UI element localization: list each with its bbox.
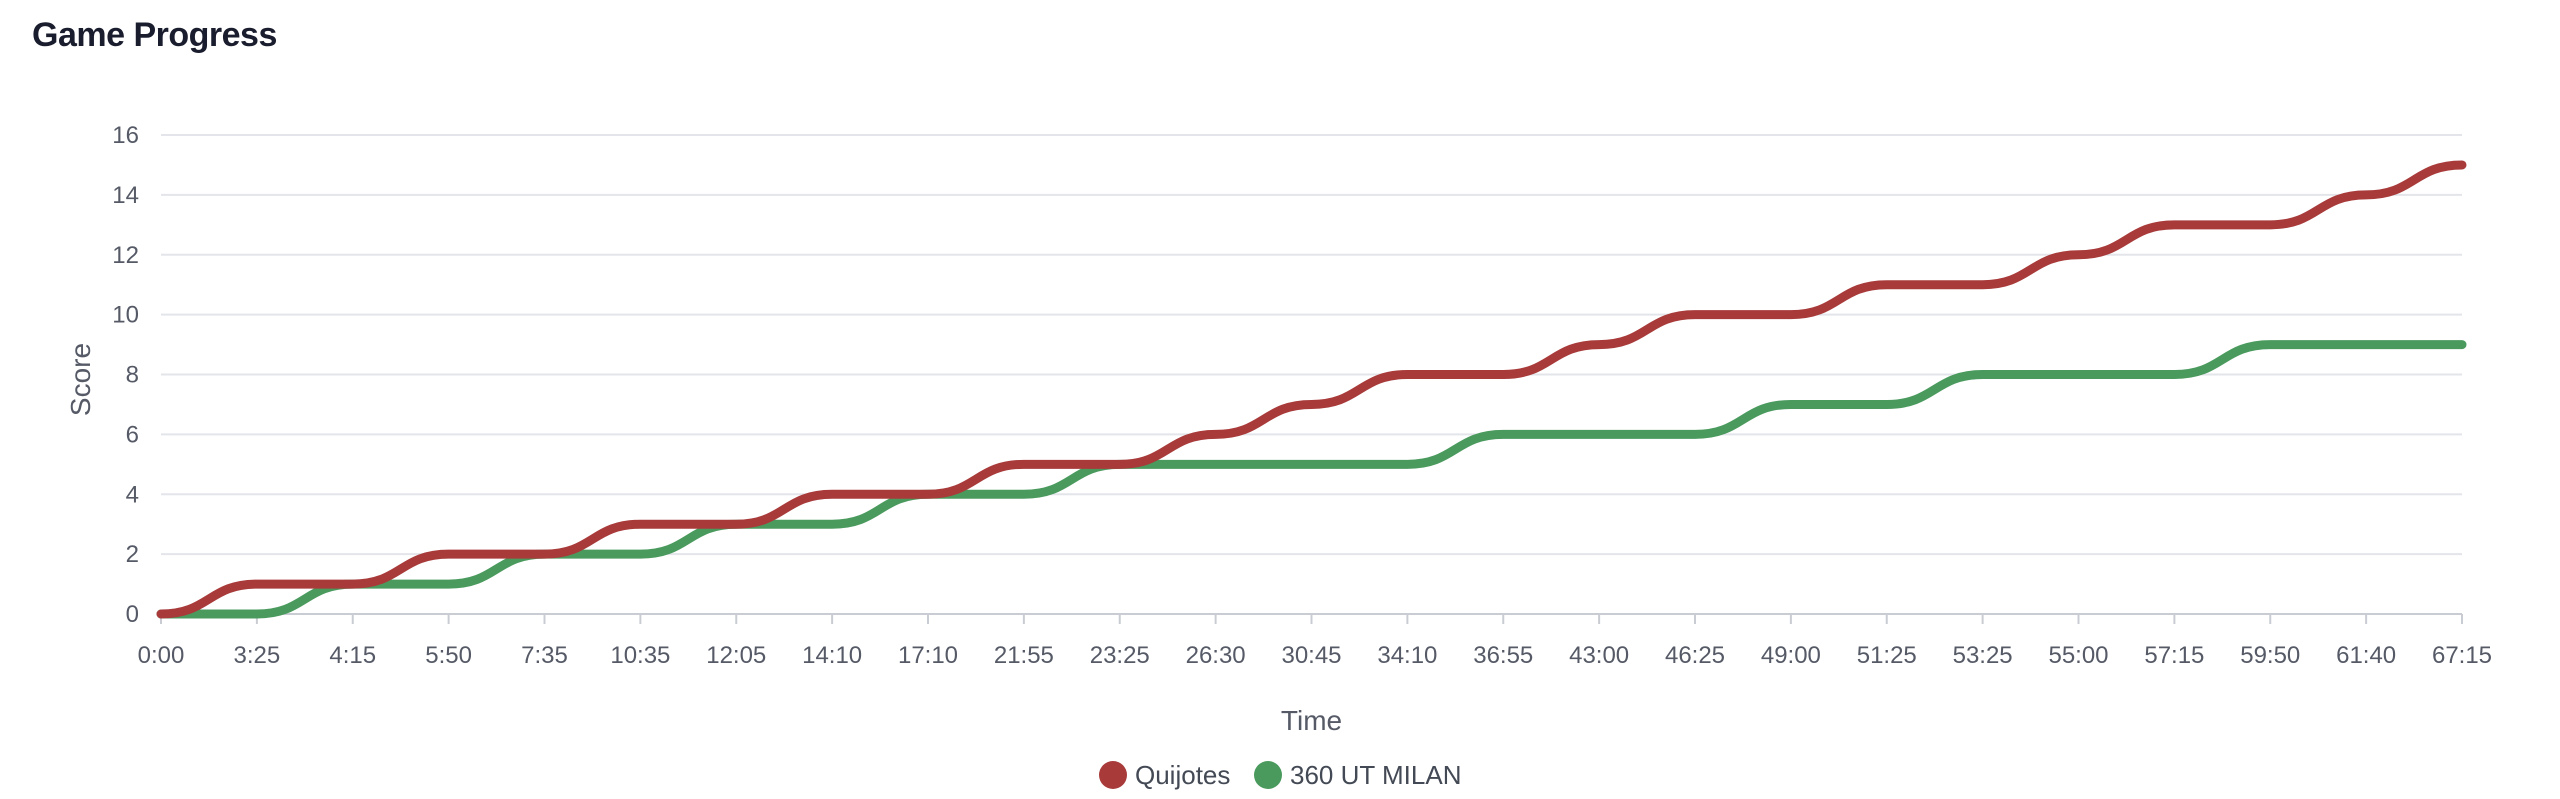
x-tick-label: 43:00 bbox=[1569, 642, 1629, 669]
x-tick-label: 61:40 bbox=[2336, 642, 2396, 669]
y-tick-label: 14 bbox=[112, 182, 139, 209]
series-line bbox=[156, 160, 2467, 619]
series-lines bbox=[156, 160, 2467, 619]
y-tick-label: 16 bbox=[112, 122, 139, 149]
y-tick-label: 6 bbox=[126, 421, 139, 448]
x-axis-ticks: 0:00 3:25 4:15 5:50 7:35 10:35 12:05 14:10 17:10… bbox=[138, 613, 2492, 669]
legend-swatch bbox=[1099, 761, 1127, 789]
x-tick-label: 36:55 bbox=[1473, 642, 1533, 669]
legend-swatch bbox=[1254, 761, 1282, 789]
x-tick-label: 7:35 bbox=[521, 642, 568, 669]
x-tick-label: 49:00 bbox=[1761, 642, 1821, 669]
legend: Quijotes 360 UT MILAN bbox=[1099, 760, 1461, 790]
y-axis-title: Score bbox=[65, 343, 96, 416]
x-tick-label: 34:10 bbox=[1377, 642, 1437, 669]
y-tick-label: 8 bbox=[126, 362, 139, 389]
y-tick-label: 2 bbox=[126, 541, 139, 568]
x-tick-label: 51:25 bbox=[1857, 642, 1917, 669]
x-tick-label: 14:10 bbox=[802, 642, 862, 669]
x-tick-label: 23:25 bbox=[1090, 642, 1150, 669]
page-title: Game Progress bbox=[32, 16, 277, 54]
x-tick-label: 30:45 bbox=[1281, 642, 1341, 669]
x-tick-label: 26:30 bbox=[1186, 642, 1246, 669]
legend-label: 360 UT MILAN bbox=[1290, 760, 1461, 790]
x-axis-title: Time bbox=[1281, 705, 1342, 736]
y-tick-label: 12 bbox=[112, 242, 139, 269]
x-tick-label: 59:50 bbox=[2240, 642, 2300, 669]
x-tick-label: 57:15 bbox=[2144, 642, 2204, 669]
series-line bbox=[156, 340, 2467, 619]
y-tick-label: 10 bbox=[112, 302, 139, 329]
x-tick-label: 10:35 bbox=[610, 642, 670, 669]
legend-label: Quijotes bbox=[1135, 760, 1230, 790]
x-tick-label: 67:15 bbox=[2432, 642, 2492, 669]
y-tick-label: 4 bbox=[126, 481, 139, 508]
x-tick-label: 17:10 bbox=[898, 642, 958, 669]
x-tick-label: 55:00 bbox=[2048, 642, 2108, 669]
x-tick-label: 5:50 bbox=[425, 642, 472, 669]
x-tick-label: 12:05 bbox=[706, 642, 766, 669]
x-tick-label: 46:25 bbox=[1665, 642, 1725, 669]
x-tick-label: 3:25 bbox=[234, 642, 281, 669]
y-axis-ticks: 0 2 4 6 8 10 12 14 16 bbox=[112, 122, 139, 628]
x-tick-label: 53:25 bbox=[1953, 642, 2013, 669]
y-tick-label: 0 bbox=[126, 601, 139, 628]
x-tick-label: 4:15 bbox=[329, 642, 376, 669]
x-tick-label: 0:00 bbox=[138, 642, 185, 669]
x-tick-label: 21:55 bbox=[994, 642, 1054, 669]
